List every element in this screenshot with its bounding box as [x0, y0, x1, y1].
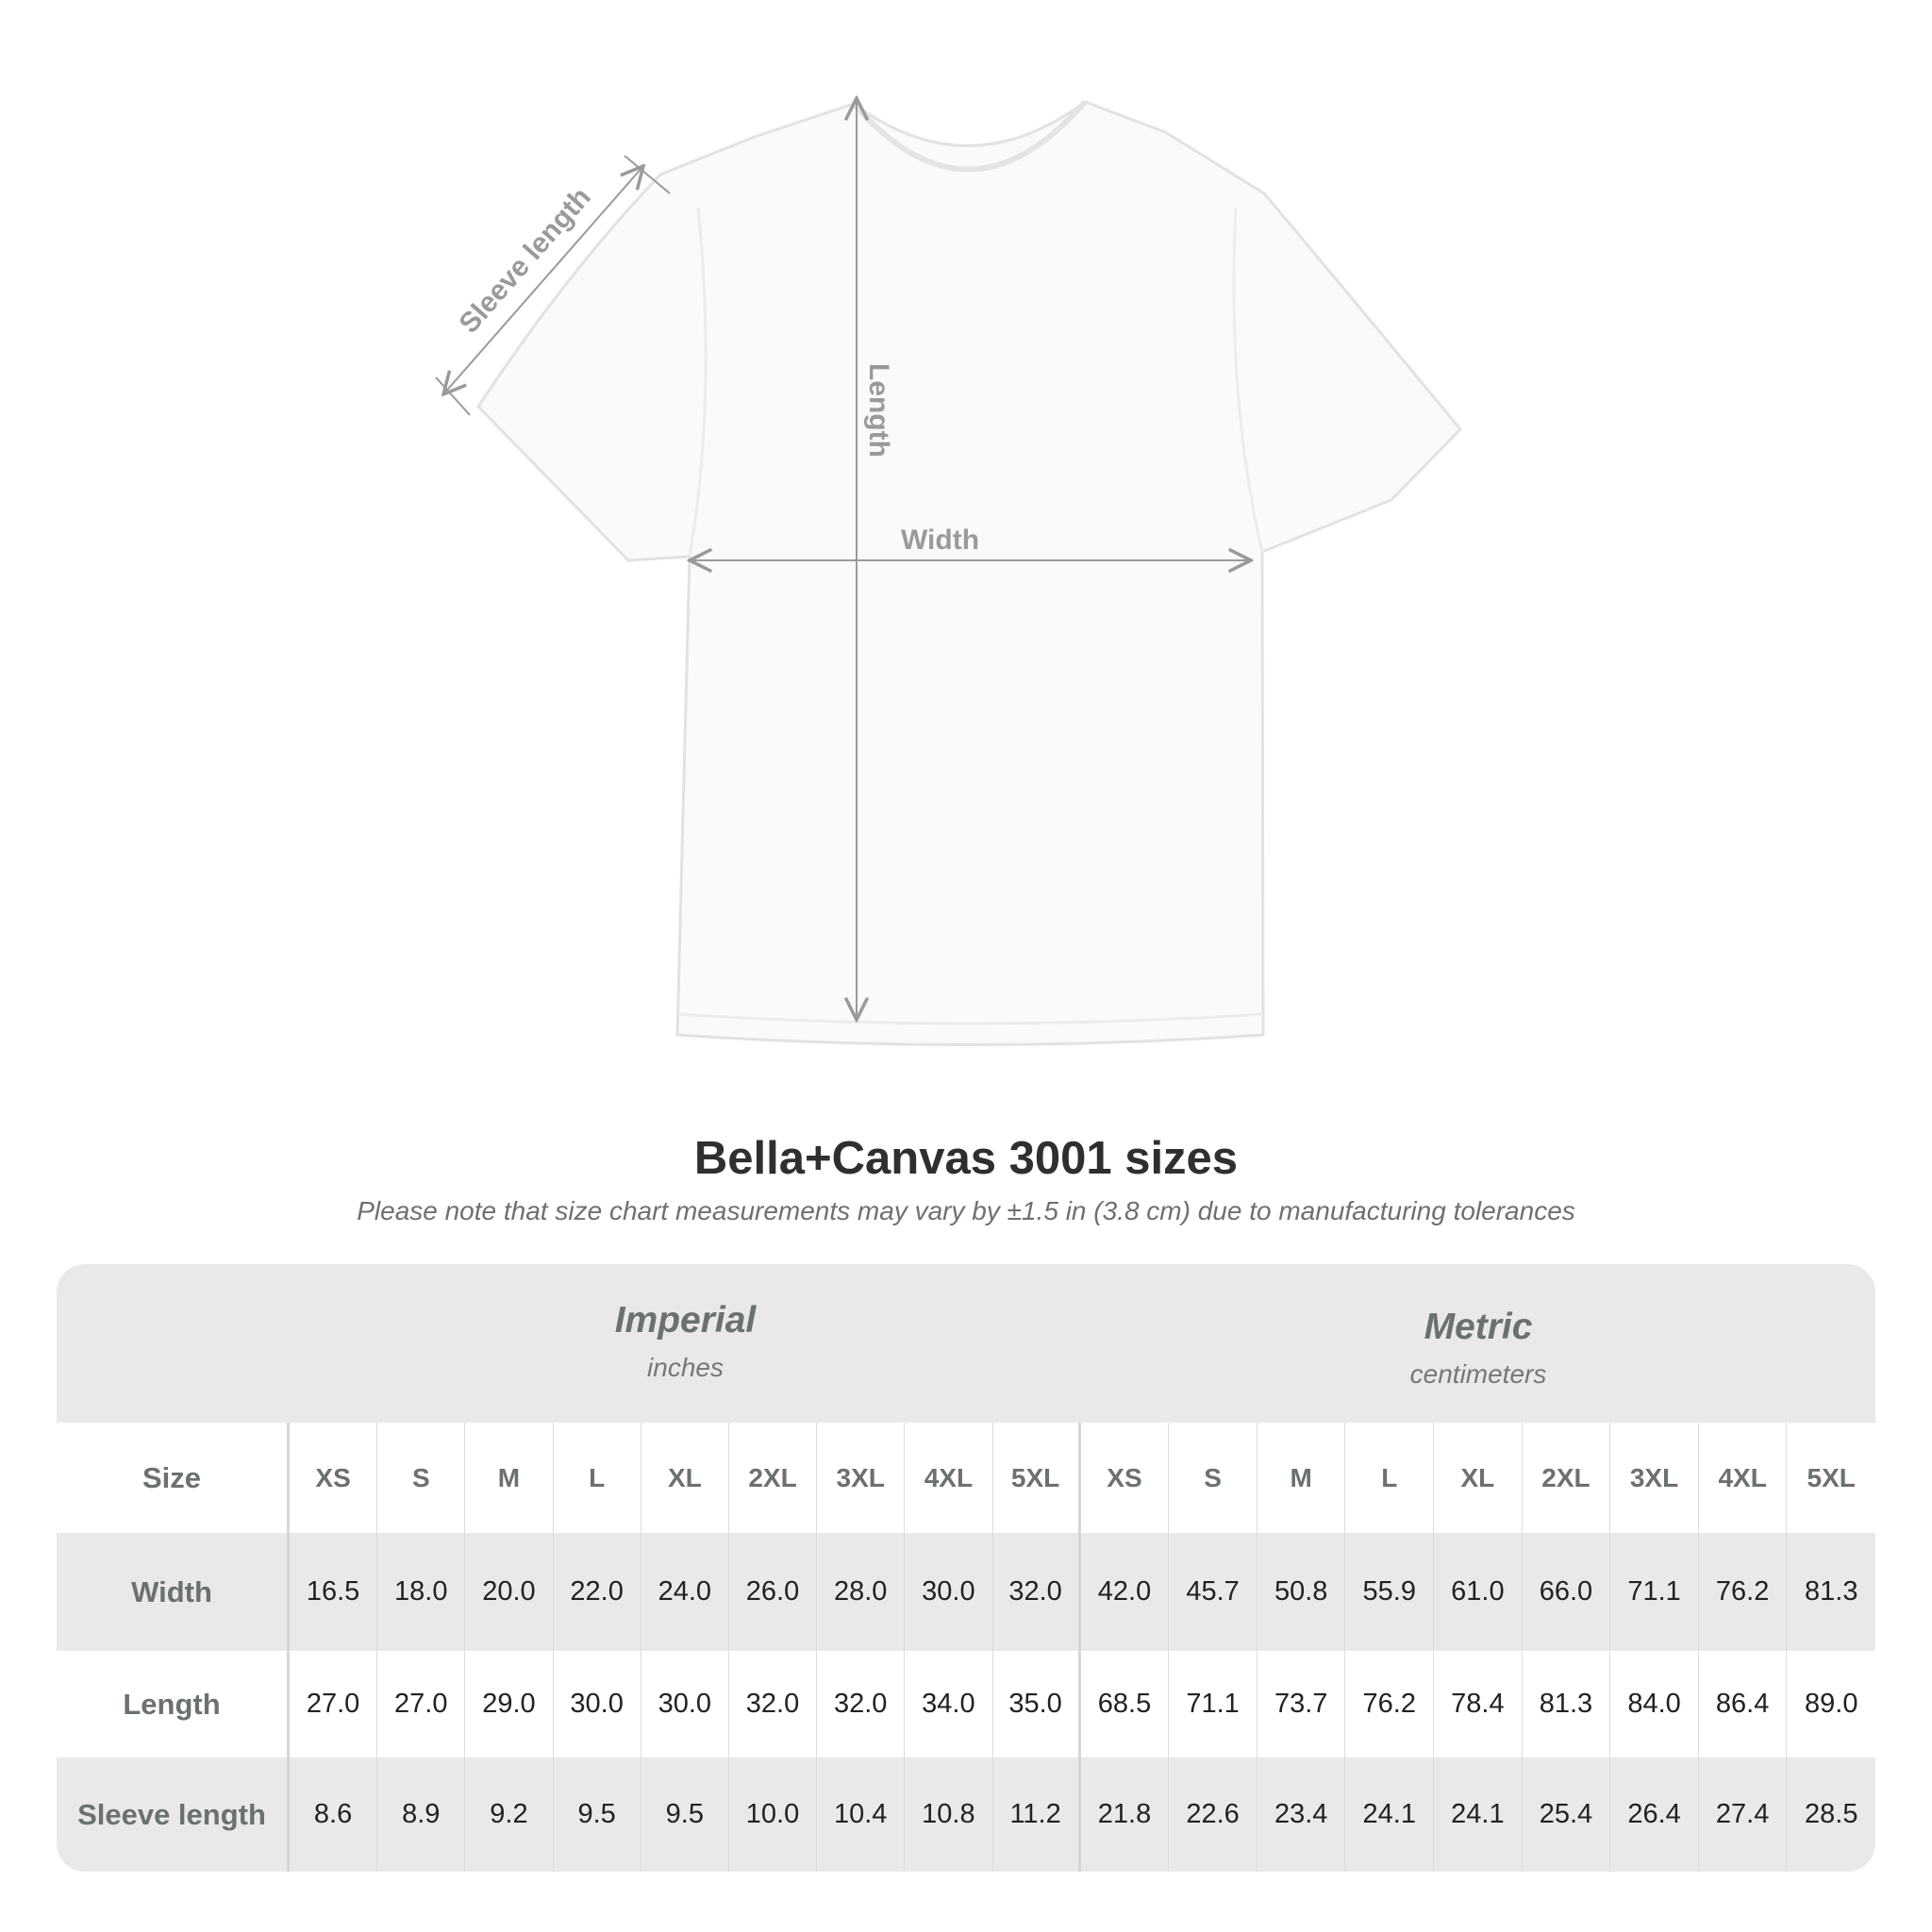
- table-row: Width 16.5 18.0 20.0 22.0 24.0 26.0 28.0 30.0 32.…: [57, 1533, 1875, 1651]
- tshirt-shape: [476, 100, 1463, 1046]
- imperial-cell: 32.0: [993, 1533, 1081, 1651]
- imperial-cell: 16.5: [290, 1533, 378, 1651]
- metric-cell: 4XL: [1699, 1423, 1788, 1533]
- imperial-cell: 32.0: [817, 1651, 906, 1757]
- table-row: Length 27.0 27.0 29.0 30.0 30.0 32.0 32.0 34.0 35…: [57, 1651, 1875, 1757]
- imperial-cell: XL: [641, 1423, 729, 1533]
- metric-cell: 71.1: [1169, 1651, 1257, 1757]
- metric-cell: 89.0: [1805, 1689, 1858, 1719]
- imperial-cell: 29.0: [465, 1651, 554, 1757]
- metric-cell: 26.4: [1610, 1757, 1699, 1872]
- metric-cell: 66.0: [1523, 1533, 1611, 1651]
- imperial-cell: 28.0: [817, 1533, 906, 1651]
- imperial-cell: 3XL: [817, 1423, 906, 1533]
- imperial-cell: 11.2: [993, 1757, 1081, 1872]
- imperial-cell: 9.5: [554, 1757, 641, 1872]
- imperial-cell: 24.0: [641, 1533, 729, 1651]
- metric-cell: 50.8: [1257, 1533, 1346, 1651]
- metric-cell: XS: [1081, 1423, 1170, 1533]
- metric-cell: 42.0: [1081, 1533, 1170, 1651]
- imperial-cell: 30.0: [554, 1651, 641, 1757]
- imperial-cell: 22.0: [554, 1533, 641, 1651]
- metric-cell: 61.0: [1434, 1533, 1523, 1651]
- metric-cell: 23.4: [1257, 1757, 1346, 1872]
- metric-cell: 22.6: [1169, 1757, 1257, 1872]
- row-label: Length: [57, 1651, 290, 1757]
- tolerance-note: Please note that size chart measurements…: [357, 1196, 1575, 1225]
- sleeve-arrow: [443, 166, 643, 394]
- metric-cell: 86.4: [1699, 1651, 1788, 1757]
- metric-unit: centimeters: [1409, 1359, 1547, 1389]
- metric-cell: 5XL: [1807, 1462, 1856, 1492]
- imperial-cell: 18.0: [377, 1533, 466, 1651]
- imperial-cell: 30.0: [641, 1651, 729, 1757]
- tshirt-diagram: Sleeve length Length Width: [435, 0, 1463, 1046]
- imperial-cell: 20.0: [465, 1533, 554, 1651]
- metric-cell: 21.8: [1081, 1757, 1170, 1872]
- imperial-cell: 8.9: [377, 1757, 466, 1872]
- imperial-cell: 30.0: [905, 1533, 993, 1651]
- metric-cell: 25.4: [1523, 1757, 1611, 1872]
- imperial-cell: XS: [290, 1423, 378, 1533]
- imperial-unit: inches: [647, 1353, 724, 1382]
- table-row: Sleeve length 8.6 8.9 9.2 9.5 9.5 10.0 10.4 10.8…: [57, 1757, 1875, 1872]
- imperial-cell: L: [554, 1423, 641, 1533]
- metric-cell: XL: [1434, 1423, 1523, 1533]
- metric-cell: 76.2: [1699, 1533, 1788, 1651]
- metric-cell: 27.4: [1699, 1757, 1788, 1872]
- metric-label: Metric: [1424, 1307, 1533, 1347]
- metric-cell: 68.5: [1081, 1651, 1170, 1757]
- imperial-cell: 5XL: [993, 1423, 1081, 1533]
- imperial-cell: 34.0: [905, 1651, 993, 1757]
- metric-cell: 55.9: [1345, 1533, 1435, 1651]
- metric-cell: 73.7: [1257, 1651, 1346, 1757]
- imperial-cell: 10.4: [817, 1757, 906, 1872]
- metric-cell: 28.5: [1805, 1799, 1858, 1829]
- imperial-cell: 9.5: [641, 1757, 729, 1872]
- imperial-cell: S: [377, 1423, 466, 1533]
- metric-cell: 24.1: [1345, 1757, 1435, 1872]
- size-table: Imperial inches Metric centimeters Size X…: [57, 1264, 1875, 1872]
- imperial-cell: 35.0: [993, 1651, 1081, 1757]
- metric-cell: 2XL: [1523, 1423, 1611, 1533]
- metric-cell: 81.3: [1523, 1651, 1611, 1757]
- metric-cell: L: [1345, 1423, 1435, 1533]
- row-label: Width: [57, 1533, 290, 1651]
- imperial-cell: 8.6: [290, 1757, 378, 1872]
- metric-cell: 76.2: [1345, 1651, 1435, 1757]
- imperial-cell: 32.0: [729, 1651, 818, 1757]
- imperial-cell: 10.8: [905, 1757, 993, 1872]
- imperial-cell: 4XL: [905, 1423, 993, 1533]
- imperial-cell: 27.0: [377, 1651, 466, 1757]
- metric-cell: 45.7: [1169, 1533, 1257, 1651]
- imperial-cell: 9.2: [465, 1757, 554, 1872]
- metric-cell: 3XL: [1610, 1423, 1699, 1533]
- metric-cell: 24.1: [1434, 1757, 1523, 1872]
- imperial-label: Imperial: [614, 1300, 757, 1341]
- imperial-cell: M: [465, 1423, 554, 1533]
- length-label: Length: [863, 363, 894, 458]
- metric-header: Metric centimeters: [1081, 1307, 1875, 1390]
- row-label: Sleeve length: [57, 1757, 290, 1872]
- row-label: Size: [57, 1423, 290, 1533]
- imperial-cell: 26.0: [729, 1533, 818, 1651]
- metric-cell: 84.0: [1610, 1651, 1699, 1757]
- imperial-cell: 27.0: [290, 1651, 378, 1757]
- metric-cell: 78.4: [1434, 1651, 1523, 1757]
- size-header-row: Size XS S M L XL 2XL 3XL 4XL 5XL XS S M L XL 2XL 3XL 4XL 5…: [57, 1423, 1875, 1533]
- metric-cell: 81.3: [1805, 1576, 1858, 1607]
- imperial-header: Imperial inches: [290, 1300, 1081, 1383]
- imperial-cell: 2XL: [729, 1423, 818, 1533]
- width-label: Width: [901, 525, 979, 556]
- metric-cell: 71.1: [1610, 1533, 1699, 1651]
- page-title: Bella+Canvas 3001 sizes: [693, 1133, 1239, 1184]
- metric-cell: M: [1257, 1423, 1346, 1533]
- metric-cell: S: [1169, 1423, 1257, 1533]
- imperial-cell: 10.0: [729, 1757, 818, 1872]
